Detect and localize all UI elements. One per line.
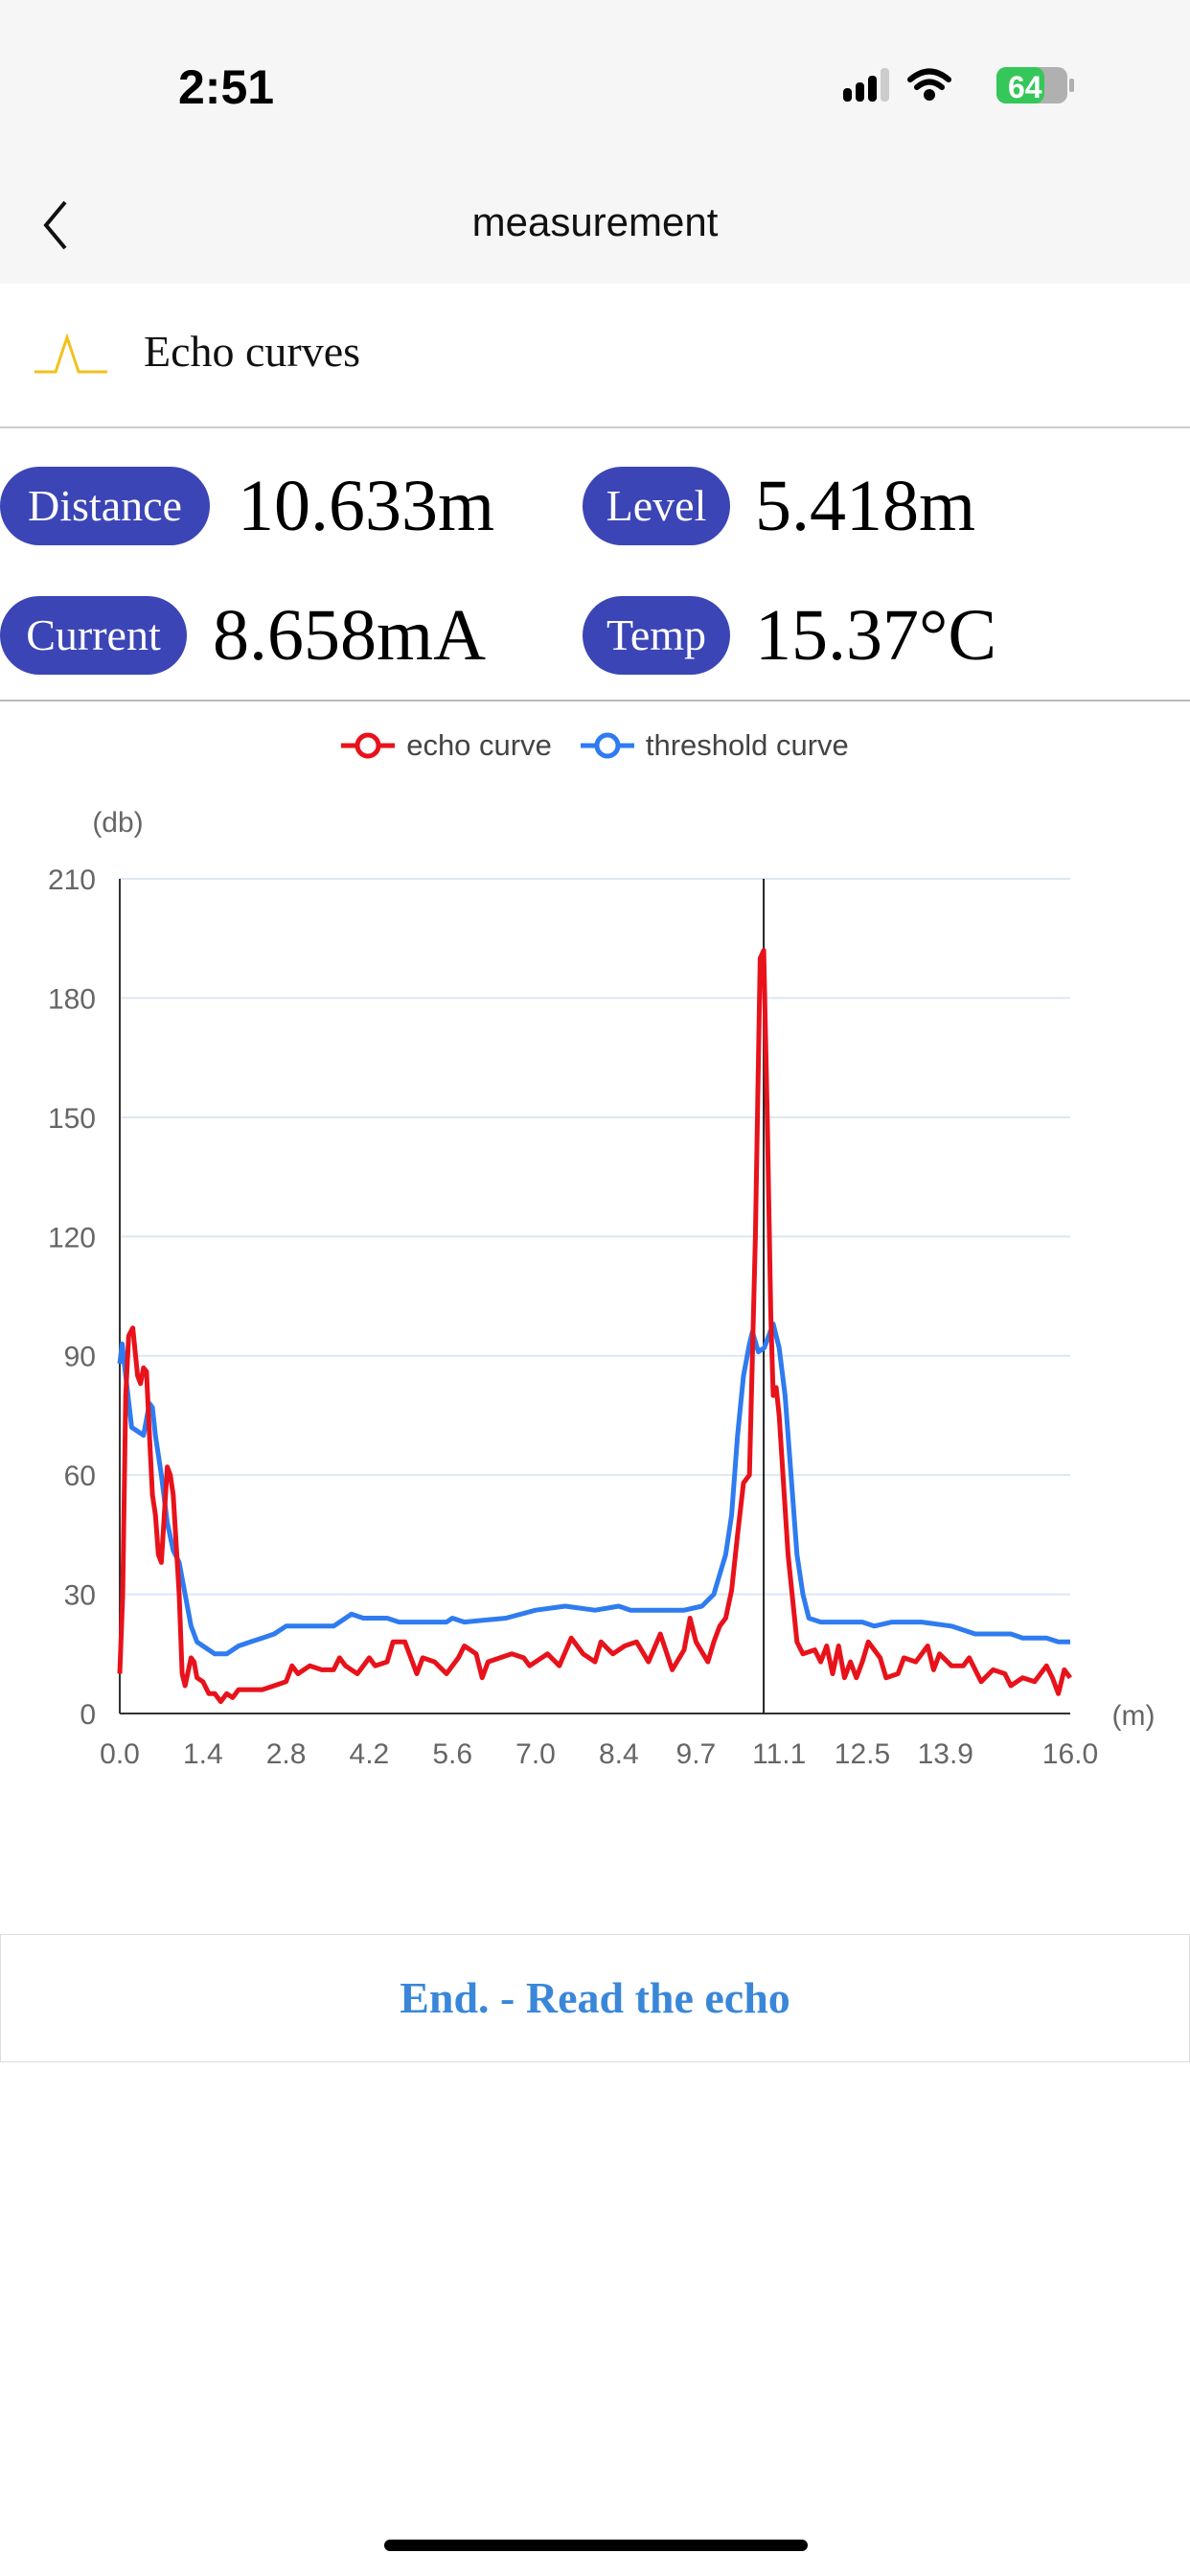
svg-text:64: 64 — [1008, 70, 1042, 104]
legend-threshold[interactable]: threshold curve — [580, 728, 849, 763]
x-tick-label: 7.0 — [515, 1738, 556, 1770]
distance-value: 10.633m — [238, 466, 495, 546]
y-tick-label: 0 — [80, 1699, 96, 1731]
echo-wave-icon — [34, 334, 107, 374]
x-tick-label: 12.5 — [835, 1738, 890, 1770]
echo-chart[interactable]: 0 30 60 90 120 150 180 210 0.0 1.4 2.8 4.2 5.6 7.0 8.4… — [0, 786, 1190, 1782]
y-tick-label: 150 — [48, 1103, 96, 1135]
chart-legend: echo curve threshold curve — [0, 728, 1190, 763]
y-tick-label: 60 — [64, 1460, 96, 1492]
page-title: measurement — [471, 199, 719, 244]
echo-curve-line — [117, 948, 1073, 1705]
read-echo-button[interactable]: End. - Read the echo — [0, 1934, 1190, 2062]
wifi-icon — [907, 68, 951, 101]
legend-echo-marker-icon — [341, 732, 396, 759]
nav-header — [0, 0, 1190, 284]
divider — [0, 700, 1190, 702]
level-badge: Level — [583, 467, 730, 545]
x-tick-label: 0.0 — [100, 1738, 140, 1770]
x-tick-label: 16.0 — [1042, 1738, 1098, 1770]
x-axis-label: (m) — [1112, 1700, 1156, 1732]
status-time: 2:51 — [178, 60, 275, 114]
section-header — [0, 284, 1190, 428]
y-tick-label: 90 — [64, 1342, 96, 1373]
y-tick-label: 180 — [48, 983, 96, 1015]
distance-badge: Distance — [0, 467, 210, 545]
x-tick-label: 1.4 — [183, 1738, 223, 1770]
x-tick-label: 5.6 — [432, 1738, 472, 1770]
x-tick-label: 11.1 — [752, 1738, 806, 1770]
temp-value: 15.37°C — [755, 595, 997, 676]
y-tick-label: 210 — [48, 864, 96, 896]
y-tick-label: 120 — [48, 1222, 96, 1254]
status-icons: 64 — [843, 67, 1074, 104]
legend-echo[interactable]: echo curve — [341, 728, 552, 763]
x-tick-label: 4.2 — [350, 1738, 390, 1770]
section-title: Echo curves — [144, 327, 361, 376]
y-axis-label: (db) — [92, 807, 143, 839]
signal-icon — [843, 68, 889, 102]
back-chevron-icon[interactable] — [38, 196, 77, 254]
home-indicator[interactable] — [384, 2540, 808, 2551]
legend-echo-label: echo curve — [406, 728, 552, 762]
level-value: 5.418m — [755, 466, 976, 546]
current-badge: Current — [0, 596, 187, 675]
x-tick-label: 2.8 — [266, 1738, 307, 1770]
legend-threshold-label: threshold curve — [645, 728, 849, 762]
x-tick-label: 9.7 — [676, 1738, 717, 1770]
legend-threshold-marker-icon — [580, 732, 634, 759]
threshold-curve-line — [117, 1322, 1070, 1657]
current-value: 8.658mA — [213, 595, 486, 676]
x-tick-label: 8.4 — [599, 1738, 639, 1770]
temp-badge: Temp — [583, 596, 730, 675]
y-tick-label: 30 — [64, 1580, 96, 1612]
battery-icon: 64 — [996, 67, 1074, 104]
x-tick-label: 13.9 — [918, 1738, 973, 1770]
